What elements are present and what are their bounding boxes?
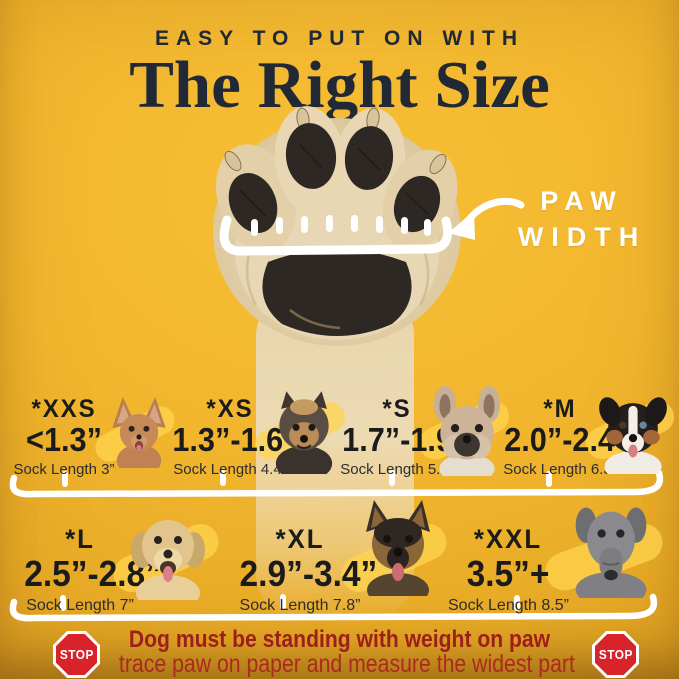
paw-width-ruler xyxy=(219,215,453,256)
dog-photo-chihuahua xyxy=(112,396,166,468)
title-kicker: EASY TO PUT ON WITH xyxy=(154,27,525,50)
size-label: *L xyxy=(65,524,95,554)
dog-photo-great-dane xyxy=(575,507,647,598)
size-cell-xl: *XL 2.9”-3.4” Sock Length 7.8” xyxy=(235,524,378,615)
size-range: <1.3” xyxy=(26,421,102,458)
stop-sign-text: STOP xyxy=(598,647,633,662)
stop-sign-icon: STOP xyxy=(592,631,639,678)
sock-length-label: Sock Length 7.8” xyxy=(239,597,361,614)
stop-sign-face: STOP xyxy=(595,634,636,675)
size-range: 2.9”-3.4” xyxy=(239,553,378,594)
stop-sign-text: STOP xyxy=(59,647,94,662)
dog-photo-german-shepherd xyxy=(366,500,430,596)
size-cell-xxl: *XXL 3.5”+ Sock Length 8.5” xyxy=(448,524,569,615)
footer-warning-note: trace paw on paper and measure the wides… xyxy=(118,650,575,678)
paw-width-ruler-ticks xyxy=(251,215,431,236)
dog-photo-yorkshire-terrier xyxy=(275,391,333,474)
size-label: *XXL xyxy=(473,524,543,554)
stop-sign-icon: STOP xyxy=(53,631,100,678)
paw-width-label-line2: WIDTH xyxy=(517,222,647,252)
size-label: *XS xyxy=(206,395,254,423)
dog-photo-golden-retriever xyxy=(131,520,205,600)
sock-length-label: Sock Length 8.5” xyxy=(448,597,569,614)
size-label: *XL xyxy=(275,524,325,554)
size-range: 3.5”+ xyxy=(466,553,550,594)
paw-width-label-line1: PAW xyxy=(540,186,624,216)
page-title: The Right Size xyxy=(129,48,550,122)
size-label: *M xyxy=(543,395,577,423)
paw-pads xyxy=(213,106,461,346)
size-label: *XXS xyxy=(31,395,97,423)
paw-width-label: PAW WIDTH xyxy=(502,183,662,255)
footer-warning-bold: Dog must be standing with weight on paw xyxy=(128,626,551,653)
dog-photo-australian-shepherd xyxy=(599,397,667,474)
stop-sign-face: STOP xyxy=(56,634,97,675)
